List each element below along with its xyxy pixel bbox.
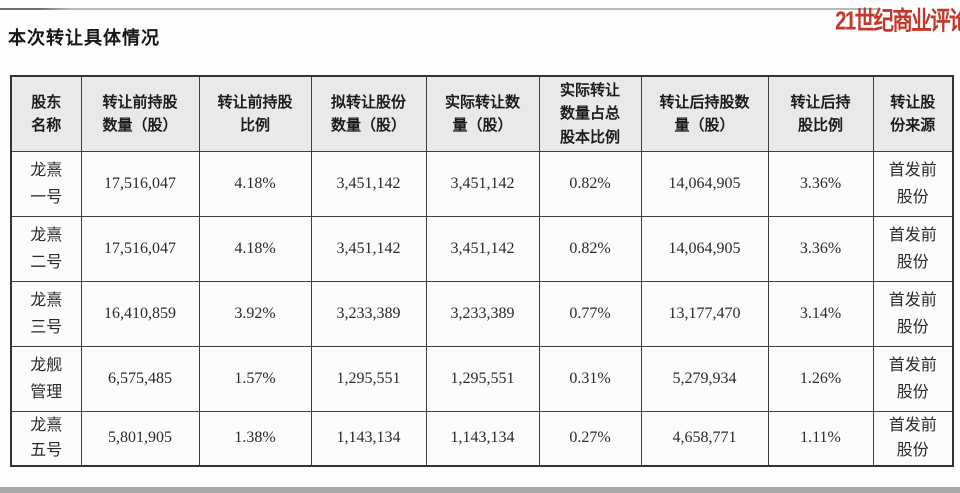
cell-proposed-shares: 1,143,134 — [310, 410, 427, 467]
cell-shareholder: 龙熹 三号 — [10, 280, 82, 347]
cell-shareholder: 龙熹 二号 — [10, 215, 82, 282]
cell-shares-before: 6,575,485 — [80, 345, 200, 412]
table-row: 龙舰 管理 6,575,485 1.57% 1,295,551 1,295,55… — [10, 345, 954, 412]
cell-actual-ratio: 0.27% — [538, 410, 642, 467]
cell-ratio-after: 3.36% — [767, 215, 874, 282]
section-title: 本次转让具体情况 — [8, 28, 160, 48]
cell-ratio-after: 3.14% — [767, 280, 874, 347]
cell-shares-before: 17,516,047 — [80, 150, 200, 217]
cell-proposed-shares: 3,451,142 — [310, 150, 427, 217]
header-ratio-after: 转让后持 股比例 — [767, 75, 874, 152]
cell-ratio-after: 1.11% — [767, 410, 874, 467]
cell-ratio-before: 4.18% — [198, 215, 312, 282]
cell-shares-after: 14,064,905 — [640, 150, 769, 217]
header-actual-shares: 实际转让数 量（股） — [425, 75, 540, 152]
cell-ratio-after: 1.26% — [767, 345, 874, 412]
cell-share-source: 首发前 股份 — [872, 345, 954, 412]
cell-ratio-after: 3.36% — [767, 150, 874, 217]
cell-actual-shares: 3,233,389 — [425, 280, 540, 347]
table-row: 龙熹 一号 17,516,047 4.18% 3,451,142 3,451,1… — [10, 150, 954, 217]
header-shares-before: 转让前持股 数量（股） — [80, 75, 200, 152]
cell-shares-before: 17,516,047 — [80, 215, 200, 282]
cell-shareholder: 龙熹 五号 — [10, 410, 82, 467]
cell-shares-before: 5,801,905 — [80, 410, 200, 467]
cell-ratio-before: 1.57% — [198, 345, 312, 412]
cell-actual-ratio: 0.31% — [538, 345, 642, 412]
cell-shares-before: 16,410,859 — [80, 280, 200, 347]
top-divider — [0, 8, 878, 10]
cell-proposed-shares: 1,295,551 — [310, 345, 427, 412]
cell-ratio-before: 3.92% — [198, 280, 312, 347]
cell-actual-shares: 3,451,142 — [425, 150, 540, 217]
cell-shareholder: 龙舰 管理 — [10, 345, 82, 412]
cell-proposed-shares: 3,451,142 — [310, 215, 427, 282]
cell-actual-ratio: 0.77% — [538, 280, 642, 347]
header-share-source: 转让股 份来源 — [872, 75, 954, 152]
publication-logo: 21世纪商业评论 — [835, 7, 960, 36]
header-proposed-shares: 拟转让股份 数量（股） — [310, 75, 427, 152]
cell-shares-after: 14,064,905 — [640, 215, 769, 282]
cell-share-source: 首发前 股份 — [872, 280, 954, 347]
header-shares-after: 转让后持股数 量（股） — [640, 75, 769, 152]
bottom-scrollbar[interactable] — [0, 487, 960, 493]
header-actual-ratio: 实际转让 数量占总 股本比例 — [538, 75, 642, 152]
cell-shares-after: 4,658,771 — [640, 410, 769, 467]
cell-share-source: 首发前 股份 — [872, 215, 954, 282]
header-ratio-before: 转让前持股 比例 — [198, 75, 312, 152]
cell-actual-ratio: 0.82% — [538, 150, 642, 217]
cell-actual-shares: 1,143,134 — [425, 410, 540, 467]
header-shareholder-name: 股东 名称 — [10, 75, 82, 152]
cell-shares-after: 5,279,934 — [640, 345, 769, 412]
table-row: 龙熹 五号 5,801,905 1.38% 1,143,134 1,143,13… — [10, 410, 954, 467]
cell-actual-ratio: 0.82% — [538, 215, 642, 282]
table-row: 龙熹 三号 16,410,859 3.92% 3,233,389 3,233,3… — [10, 280, 954, 347]
cell-share-source: 首发前 股份 — [872, 150, 954, 217]
cell-shareholder: 龙熹 一号 — [10, 150, 82, 217]
cell-ratio-before: 1.38% — [198, 410, 312, 467]
cell-proposed-shares: 3,233,389 — [310, 280, 427, 347]
table-row: 龙熹 二号 17,516,047 4.18% 3,451,142 3,451,1… — [10, 215, 954, 282]
transfer-details-table: 股东 名称 转让前持股 数量（股） 转让前持股 比例 拟转让股份 数量（股） 实… — [10, 75, 954, 468]
cell-actual-shares: 3,451,142 — [425, 215, 540, 282]
cell-share-source: 首发前 股份 — [872, 410, 954, 467]
table-header-row: 股东 名称 转让前持股 数量（股） 转让前持股 比例 拟转让股份 数量（股） 实… — [10, 75, 954, 152]
cell-ratio-before: 4.18% — [198, 150, 312, 217]
cell-actual-shares: 1,295,551 — [425, 345, 540, 412]
cell-shares-after: 13,177,470 — [640, 280, 769, 347]
